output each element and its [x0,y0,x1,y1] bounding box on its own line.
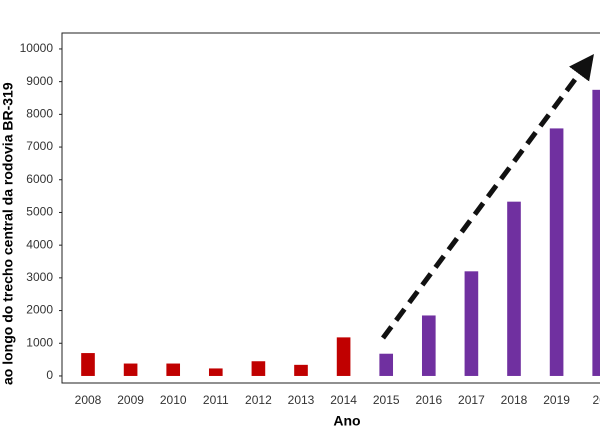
x-tick-label: 2015 [373,393,400,407]
trend-arrow [380,53,594,340]
x-tick-label: 2010 [160,393,187,407]
y-tick-label: 0 [46,368,53,382]
bar [166,363,181,376]
plot-frame [61,32,600,384]
bar [336,337,351,376]
y-tick-label: 10000 [20,41,54,55]
bar [294,364,308,376]
x-tick-label: 2017 [458,393,485,407]
bar [251,361,266,376]
x-tick-label: 2016 [415,393,442,407]
y-tick-label: 8000 [26,107,53,121]
bar [123,363,138,376]
x-tick-label: 2009 [117,393,144,407]
x-tick-label: 2018 [501,393,528,407]
y-tick-label: 7000 [26,139,53,153]
bar [421,315,436,376]
y-tick-label: 5000 [26,205,53,219]
bar [208,368,223,376]
y-axis-title: ao longo do trecho central da rodovia BR… [0,82,16,385]
bar [592,89,600,376]
y-tick-label: 9000 [26,74,53,88]
y-tick-label: 1000 [26,335,53,349]
x-tick-label: 2008 [75,393,102,407]
x-tick-label: 2014 [330,393,357,407]
bar [379,353,394,376]
x-tick-label: 2011 [203,393,229,407]
bar [81,353,95,376]
x-tick-label: 2019 [543,393,570,407]
y-tick-label: 3000 [26,270,53,284]
bar [549,128,564,376]
x-tick-label: 2013 [288,393,315,407]
x-tick-label: 20 [593,393,600,407]
y-tick-label: 4000 [26,237,53,251]
y-tick-label: 6000 [26,172,53,186]
y-tick-label: 2000 [26,303,53,317]
bar [464,271,479,376]
bar [507,201,521,376]
x-axis-title: Ano [333,413,360,429]
x-tick-label: 2012 [245,393,272,407]
